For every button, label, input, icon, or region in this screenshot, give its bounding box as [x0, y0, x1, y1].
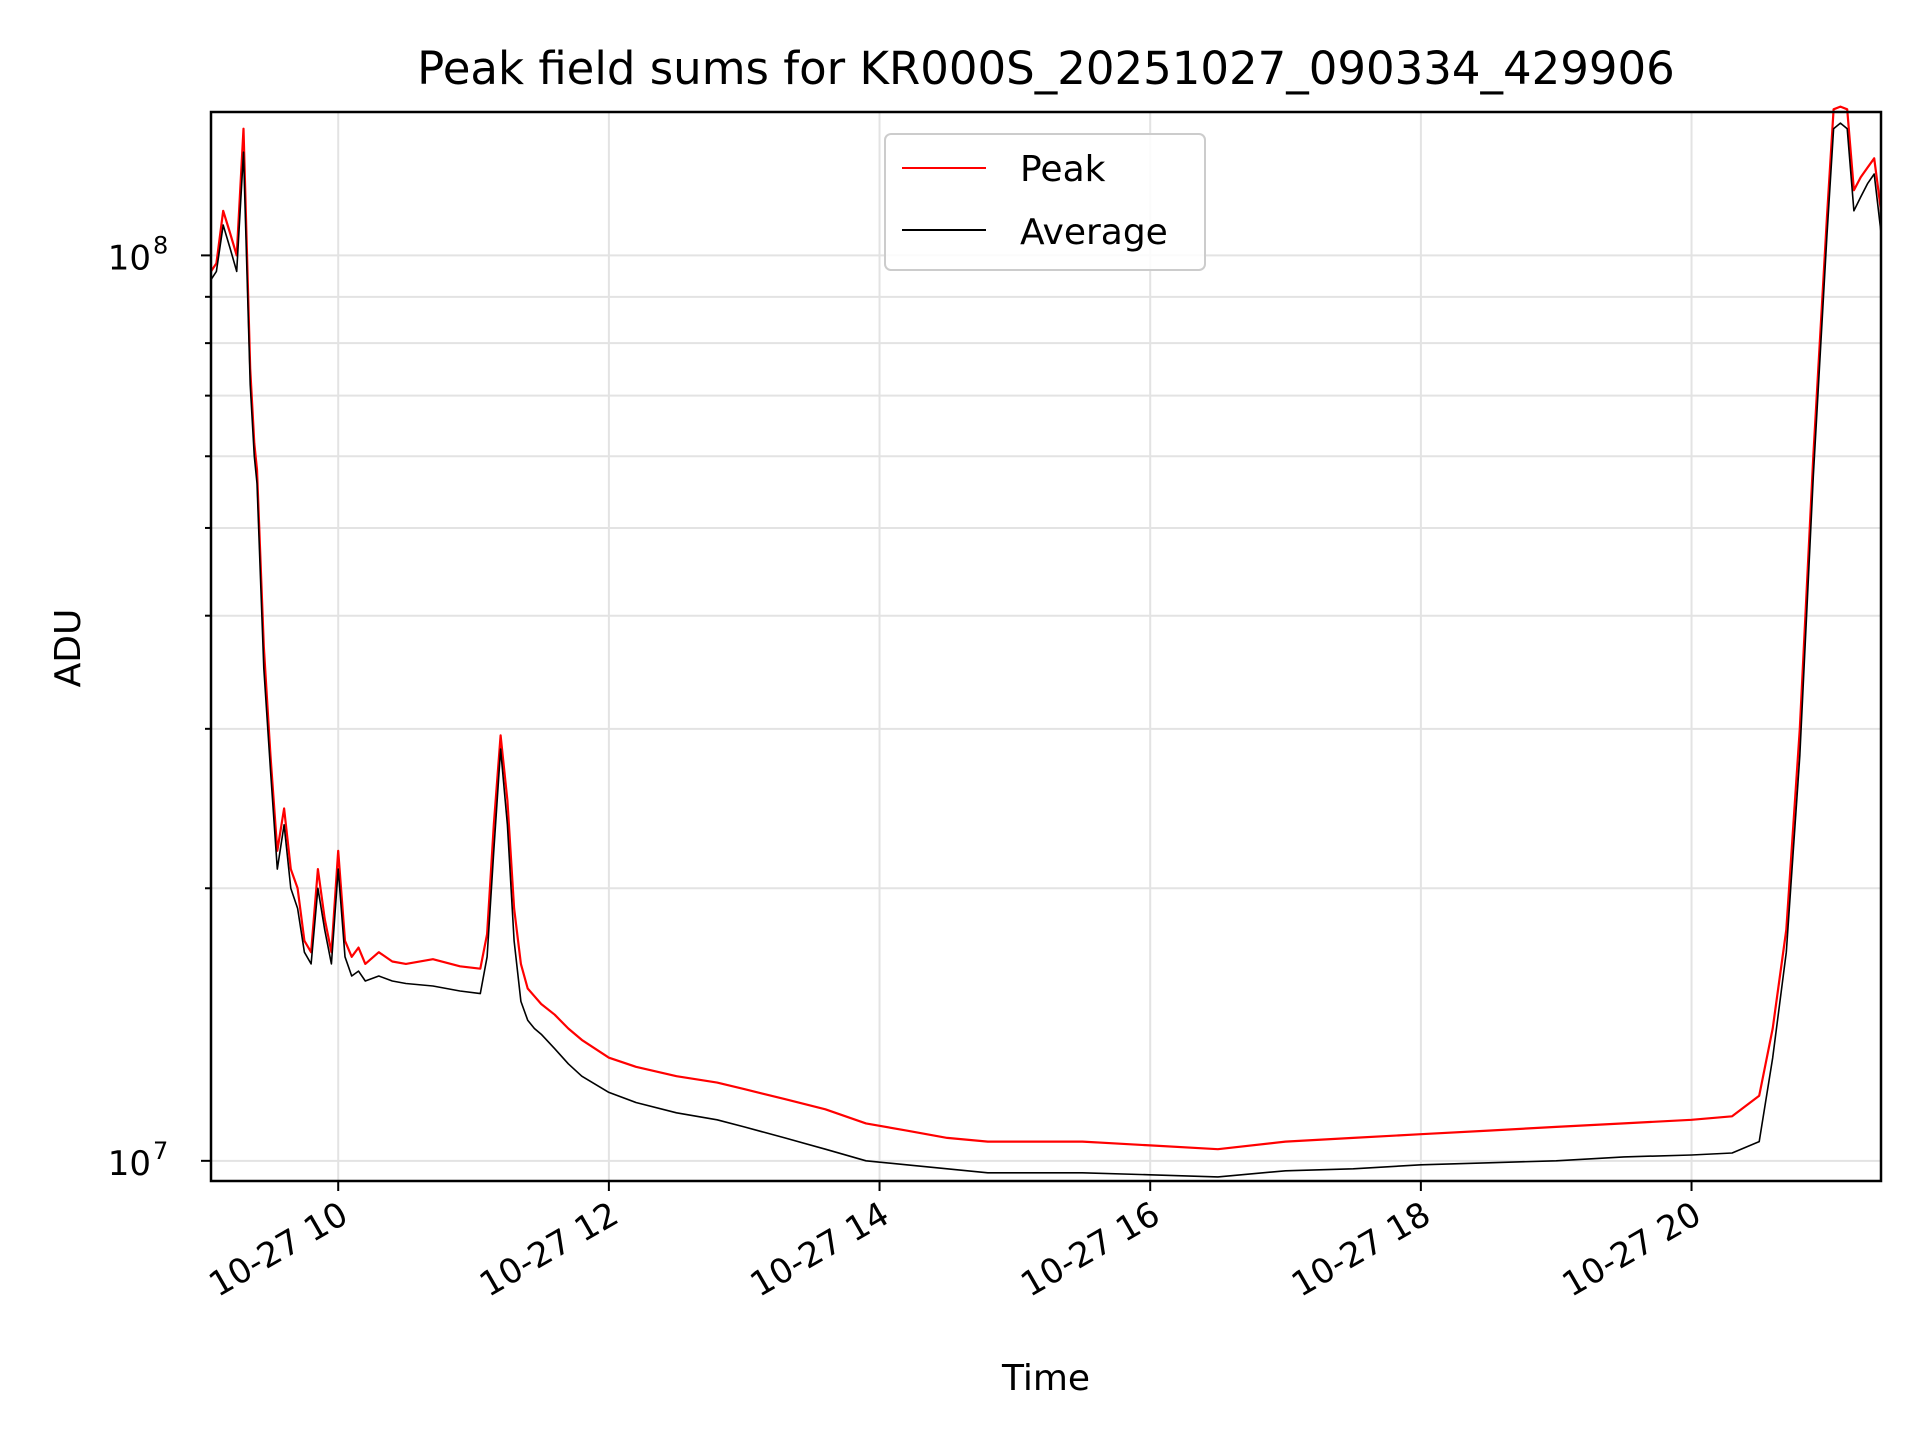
y-axis-label: ADU — [48, 609, 89, 688]
chart-title: Peak field sums for KR000S_20251027_0903… — [417, 42, 1675, 95]
legend-label-average: Average — [1020, 212, 1168, 253]
y-tick-label: 10 — [108, 1144, 151, 1184]
legend-label-peak: Peak — [1020, 149, 1106, 190]
y-tick-label: 10 — [108, 238, 151, 278]
legend: Peak Average — [884, 133, 1206, 271]
grid-lines — [211, 112, 1881, 1181]
y-tick-base: 10 — [108, 238, 151, 278]
y-tick-exponent: 7 — [153, 1137, 168, 1165]
y-tick-exponent: 8 — [153, 231, 168, 259]
series-line-average — [210, 122, 1882, 1178]
plot-frame — [209, 110, 1883, 1183]
y-tick-base: 10 — [108, 1144, 151, 1184]
series-line-peak — [210, 105, 1883, 1151]
x-axis-label: Time — [1001, 1358, 1090, 1399]
series-layer — [210, 105, 1883, 1178]
